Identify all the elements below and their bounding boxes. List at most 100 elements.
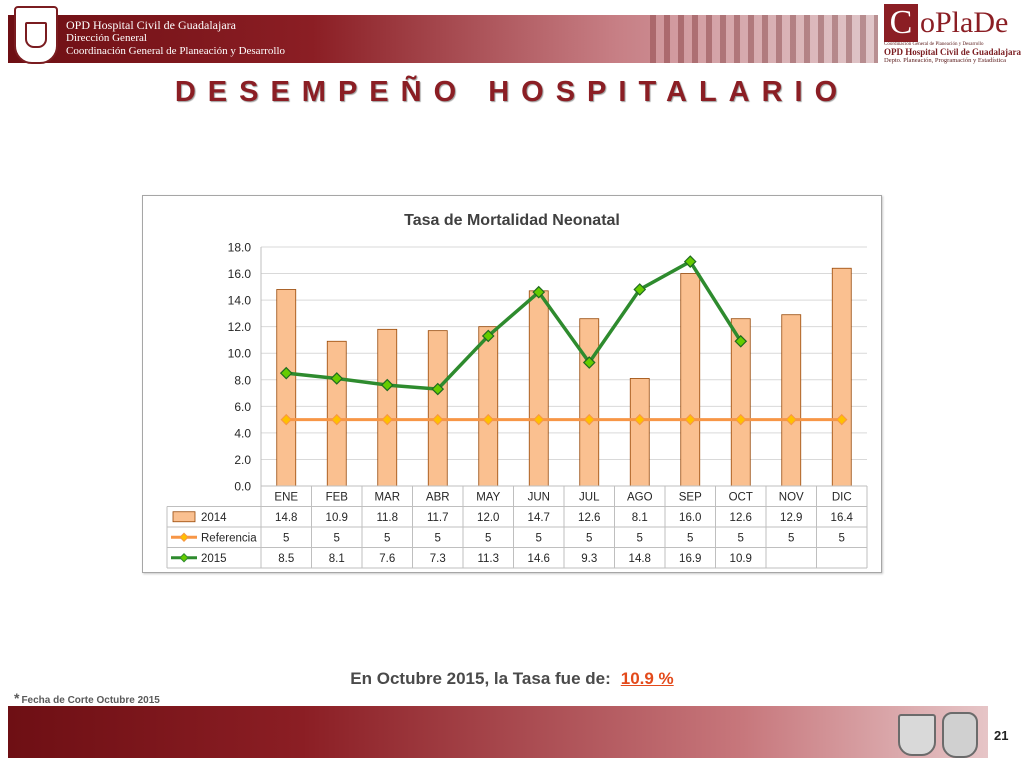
data-label: 7.6 [379, 553, 395, 565]
data-label: 12.9 [780, 512, 802, 524]
header-direction: Dirección General [66, 32, 147, 44]
data-label: 16.4 [831, 512, 854, 524]
data-label: 11.3 [477, 553, 499, 565]
data-label: 5 [637, 532, 643, 544]
x-tick-label: MAR [374, 492, 400, 504]
data-label: 8.5 [278, 553, 294, 565]
data-label: 11.7 [427, 512, 449, 524]
bar-2014 [579, 318, 600, 487]
y-tick-label: 10.0 [228, 347, 252, 361]
header-photo [650, 15, 878, 63]
summary-text: En Octubre 2015, la Tasa fue de: [350, 669, 611, 688]
y-tick-label: 2.0 [234, 453, 251, 467]
marker-referencia [785, 413, 797, 426]
y-tick-label: 6.0 [234, 400, 251, 414]
x-tick-label: JUL [579, 492, 600, 504]
legend-key-2014 [172, 511, 196, 523]
coplade-logo-c: C [884, 4, 918, 42]
x-tick-label: ABR [426, 492, 450, 504]
header-institution: OPD Hospital Civil de Guadalajara [66, 18, 236, 32]
chart-panel: Tasa de Mortalidad Neonatal 0.0 2.0 4.0 6.0 8… [142, 195, 882, 573]
bar-2014 [629, 378, 650, 487]
data-label: 14.8 [275, 512, 297, 524]
marker-2015 [532, 285, 546, 299]
data-label: 7.3 [430, 553, 446, 565]
data-label: 11.8 [376, 512, 398, 524]
data-label: 8.1 [329, 553, 345, 565]
marker-referencia [331, 413, 343, 426]
marker-referencia [482, 413, 494, 426]
y-tick-label: 18.0 [228, 241, 252, 255]
coplade-logo-text: oPlaDe [920, 6, 1009, 39]
summary-line: En Octubre 2015, la Tasa fue de: 10.9 % [0, 669, 1024, 689]
marker-2015 [431, 382, 445, 396]
bar-2014 [831, 267, 852, 487]
footer-crest-icon [942, 712, 978, 758]
marker-2015 [330, 372, 344, 385]
data-label: 14.6 [528, 553, 550, 565]
data-label: 5 [687, 532, 693, 544]
marker-2015 [683, 255, 697, 268]
bar-2014 [326, 340, 347, 487]
marker-referencia [684, 413, 696, 426]
data-label: 12.6 [730, 512, 752, 524]
legend-label: 2015 [201, 553, 227, 565]
marker-referencia [836, 413, 848, 426]
legend-marker-referencia [179, 532, 189, 542]
bar-2014 [276, 289, 297, 487]
legend-label: 2014 [201, 512, 227, 524]
marker-referencia [280, 413, 292, 426]
line-2015 [286, 259, 743, 391]
x-tick-label: ENE [274, 492, 298, 504]
page-number: 21 [994, 728, 1009, 743]
marker-2015 [380, 378, 394, 392]
data-label: 5 [839, 532, 845, 544]
header-coordination: Coordinación General de Planeación y Des… [66, 45, 286, 57]
coplade-subtitle-3: Depto. Planeación, Programación y Estadí… [884, 57, 1007, 64]
data-label: 5 [334, 532, 340, 544]
y-tick-label: 0.0 [234, 480, 251, 494]
bar-2014 [427, 330, 448, 487]
data-label: 12.6 [578, 512, 600, 524]
y-tick-label: 12.0 [228, 320, 252, 334]
x-tick-label: MAY [476, 492, 500, 504]
data-label: 5 [384, 532, 390, 544]
x-tick-label: DIC [832, 492, 852, 504]
y-tick-label: 14.0 [228, 294, 252, 308]
data-label: 10.9 [730, 553, 752, 565]
mortality-chart: Tasa de Mortalidad Neonatal 0.0 2.0 4.0 6.0 8… [166, 212, 868, 569]
bar-2014 [478, 326, 499, 487]
marker-referencia [735, 413, 747, 426]
bar-2014 [680, 273, 701, 487]
x-tick-label: NOV [779, 492, 804, 504]
x-tick-label: JUN [528, 492, 550, 504]
data-label: 9.3 [581, 553, 597, 565]
marker-referencia [533, 413, 545, 426]
legend-label: Referencia [201, 532, 257, 544]
university-seal-logo [14, 6, 58, 64]
footnote: * Fecha de Corte Octubre 2015 [14, 690, 160, 706]
bar-2014 [377, 328, 398, 487]
data-label: 14.8 [629, 553, 651, 565]
y-tick-label: 4.0 [234, 426, 251, 440]
coplade-subtitle-1: Coordinación General de Planeación y Des… [884, 42, 984, 47]
data-label: 16.9 [679, 553, 701, 565]
marker-2015 [279, 366, 293, 380]
coplade-subtitle-2: OPD Hospital Civil de Guadalajara [884, 47, 1022, 57]
marker-referencia [583, 413, 595, 426]
marker-referencia [634, 413, 646, 426]
marker-2015 [582, 356, 596, 369]
data-label: 5 [738, 532, 744, 544]
marker-referencia [381, 413, 393, 426]
marker-referencia [432, 413, 444, 426]
data-label: 10.9 [326, 512, 348, 524]
marker-2015 [481, 329, 495, 343]
data-label: 5 [788, 532, 794, 544]
header: OPD Hospital Civil de Guadalajara Direcc… [0, 0, 1024, 66]
y-tick-label: 16.0 [228, 267, 252, 281]
data-label: 12.0 [477, 512, 499, 524]
data-label: 5 [586, 532, 592, 544]
footer-band [8, 706, 988, 758]
footnote-star: * [14, 690, 20, 706]
x-tick-label: OCT [729, 492, 753, 504]
